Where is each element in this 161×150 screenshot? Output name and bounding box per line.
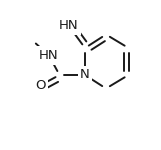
Text: O: O — [35, 79, 45, 92]
Text: HN: HN — [39, 49, 59, 62]
Text: HN: HN — [59, 19, 78, 32]
Text: N: N — [80, 69, 90, 81]
